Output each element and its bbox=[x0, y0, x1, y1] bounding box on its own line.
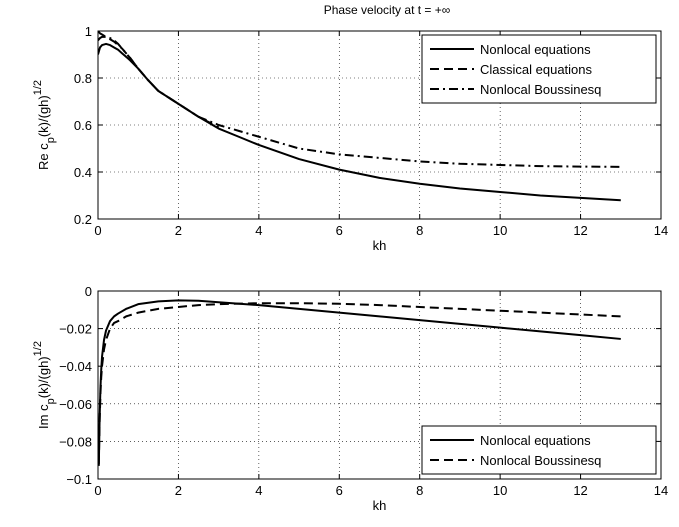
y-tick-label: 1 bbox=[85, 24, 92, 39]
legend-box bbox=[421, 425, 657, 475]
legend-entry-label: Classical equations bbox=[480, 62, 593, 77]
y-axis-label: Im cp(k)/(gh)1/2 bbox=[32, 341, 57, 429]
legend-entry-label: Nonlocal Boussinesq bbox=[480, 453, 601, 468]
legend: Nonlocal equations Classical equations Non… bbox=[421, 34, 657, 104]
y-tick-label: 0.6 bbox=[74, 118, 92, 133]
y-tick-label: −0.02 bbox=[59, 322, 92, 337]
x-tick-label: 2 bbox=[175, 483, 182, 498]
top-plot-real-part: 0 2 4 6 8 10 12 14 0.2 0.4 0.6 0.8 1 kh Re cp(k)/(gh)1… bbox=[32, 24, 668, 253]
bottom-plot-imaginary-part: 0 2 4 6 8 10 12 14 −0.1 −0.08 −0.06 −0.04 −0.02 0 kh Im… bbox=[32, 284, 668, 513]
y-tick-label: −0.1 bbox=[66, 472, 92, 487]
legend-entry-label: Nonlocal Boussinesq bbox=[480, 82, 601, 97]
x-axis-label: kh bbox=[373, 238, 387, 253]
chart-title: Phase velocity at t = +∞ bbox=[324, 3, 451, 17]
x-tick-label: 2 bbox=[175, 223, 182, 238]
y-tick-label: 0.8 bbox=[74, 71, 92, 86]
y-tick-label: 0.4 bbox=[74, 165, 92, 180]
series-line-nonlocal-boussinesq bbox=[98, 35, 621, 168]
x-axis-label: kh bbox=[373, 498, 387, 513]
y-tick-label: 0.2 bbox=[74, 212, 92, 227]
y-tick-label: −0.04 bbox=[59, 359, 92, 374]
x-tick-label: 12 bbox=[573, 483, 587, 498]
y-axis-label: Re cp(k)/(gh)1/2 bbox=[32, 80, 57, 170]
x-tick-label: 8 bbox=[416, 223, 423, 238]
x-tick-label: 14 bbox=[654, 483, 668, 498]
legend-entry-label: Nonlocal equations bbox=[480, 42, 591, 57]
series-group bbox=[98, 31, 621, 202]
y-tick-label: 0 bbox=[85, 284, 92, 299]
y-tick-label: −0.06 bbox=[59, 397, 92, 412]
x-tick-label: 10 bbox=[493, 223, 507, 238]
x-tick-label: 4 bbox=[255, 223, 262, 238]
x-tick-label: 12 bbox=[573, 223, 587, 238]
legend: Nonlocal equations Nonlocal Boussinesq bbox=[421, 425, 657, 475]
axes-frame bbox=[97, 290, 662, 480]
series-group bbox=[98, 299, 621, 466]
x-tick-label: 0 bbox=[94, 223, 101, 238]
y-tick-label: −0.08 bbox=[59, 434, 92, 449]
x-tick-label: 8 bbox=[416, 483, 423, 498]
x-tick-label: 6 bbox=[336, 223, 343, 238]
series-line-nonlocal-equations bbox=[98, 299, 621, 466]
x-tick-label: 10 bbox=[493, 483, 507, 498]
legend-entry-label: Nonlocal equations bbox=[480, 433, 591, 448]
x-tick-label: 6 bbox=[336, 483, 343, 498]
x-tick-label: 4 bbox=[255, 483, 262, 498]
x-tick-label: 0 bbox=[94, 483, 101, 498]
x-tick-label: 14 bbox=[654, 223, 668, 238]
series-line-nonlocal-boussinesq bbox=[98, 302, 621, 464]
